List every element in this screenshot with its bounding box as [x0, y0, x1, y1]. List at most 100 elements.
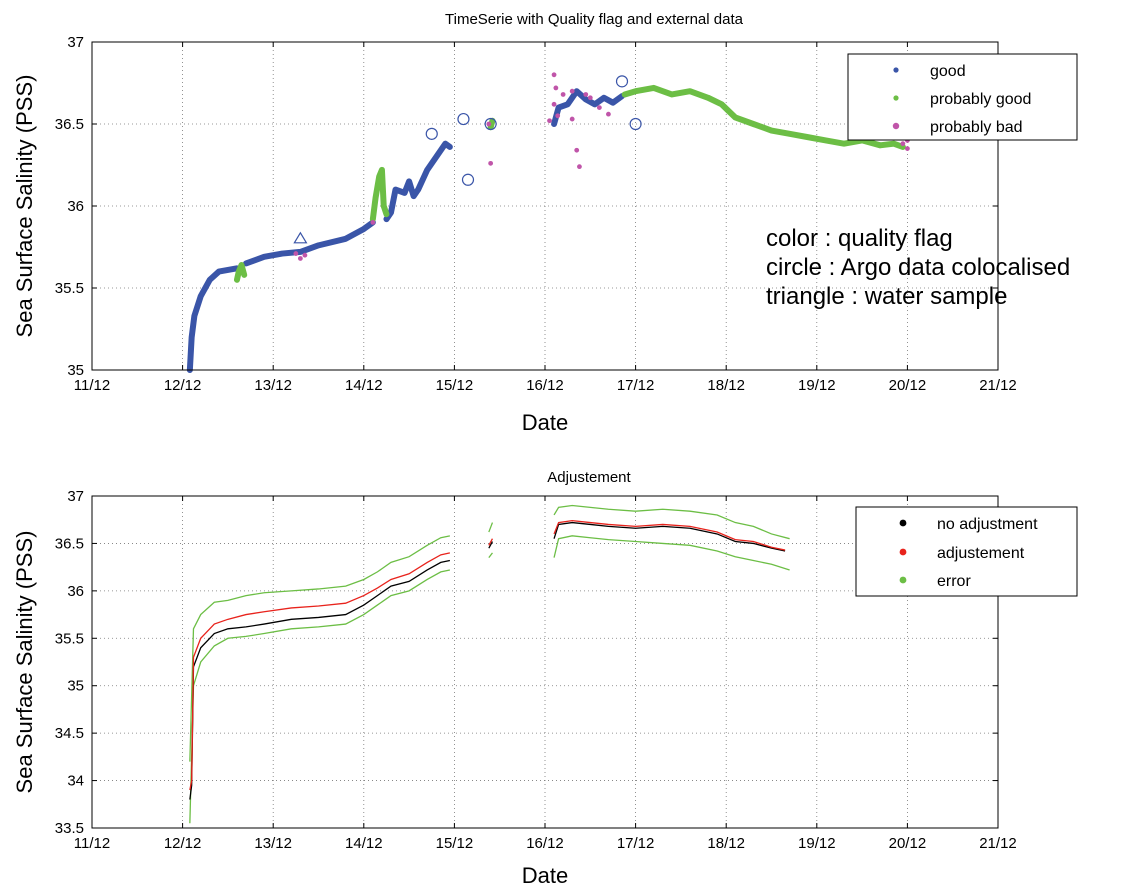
- series-probably-bad-point: [900, 141, 906, 147]
- series-probably-bad-point: [551, 101, 557, 107]
- series-probably-bad-point: [569, 116, 575, 122]
- annotation-block: color : quality flag circle : Argo data …: [766, 225, 1070, 310]
- legend-marker-adjustement: [899, 548, 907, 556]
- series-error-upper-line: [488, 522, 494, 533]
- series-probably-bad-point: [555, 113, 561, 119]
- legend-label: adjustement: [937, 545, 1025, 562]
- x-tick-label: 20/12: [889, 835, 927, 852]
- y-tick-label: 36.5: [55, 116, 84, 133]
- x-tick-label: 16/12: [526, 377, 564, 394]
- series-error-lower-line: [189, 569, 451, 824]
- series-no-adjustment-line: [189, 559, 451, 800]
- series-probably-bad-point: [596, 105, 602, 110]
- y-tick-label: 35: [67, 678, 84, 695]
- legend-label: no adjustment: [937, 516, 1038, 533]
- series-good-trace: [551, 88, 626, 127]
- series-probably-bad-point: [547, 118, 552, 124]
- water-sample-triangle-marker: [293, 231, 308, 244]
- y-axis-title: Sea Surface Salinity (PSS): [12, 75, 37, 338]
- series-no-adjustment-line: [553, 521, 786, 552]
- annotation-line: circle : Argo data colocalised: [766, 254, 1070, 281]
- y-tick-label: 33.5: [55, 820, 84, 837]
- legend-marker-error: [899, 576, 907, 584]
- series-probably-good-trace: [487, 117, 496, 131]
- series-no-adjustment-line: [488, 541, 494, 549]
- series-probably-bad-point: [551, 72, 557, 78]
- legend-marker-no-adjustment: [899, 519, 907, 527]
- legend-label: error: [937, 573, 971, 590]
- x-tick-label: 15/12: [436, 377, 474, 394]
- x-tick-label: 12/12: [164, 377, 202, 394]
- series-probably-bad-point: [486, 121, 492, 127]
- legend-label: probably good: [930, 91, 1031, 108]
- series-probably-good-trace: [233, 262, 248, 283]
- chart-adjustment: Adjustement 11/12 12/12 13/12 14/12 15/12 16/…: [12, 469, 1078, 888]
- y-tick-label: 37: [67, 488, 84, 505]
- annotation-line: color : quality flag: [766, 225, 953, 252]
- legend-label: probably bad: [930, 119, 1023, 136]
- argo-circle-marker: [425, 127, 438, 140]
- x-axis-title: Date: [522, 410, 568, 435]
- y-tick-label: 35.5: [55, 630, 84, 647]
- series-adjustement-line: [488, 538, 494, 546]
- legend-label: good: [930, 63, 966, 80]
- series-good-trace: [243, 219, 376, 267]
- x-tick-label: 11/12: [74, 835, 110, 852]
- chart-quality-flag: TimeSerie with Quality flag and external…: [12, 11, 1078, 435]
- x-tick-label: 15/12: [436, 835, 474, 852]
- series-probably-bad-point: [370, 220, 376, 225]
- x-tick-label: 19/12: [798, 377, 836, 394]
- argo-circle-marker: [629, 117, 642, 131]
- argo-circle-marker: [461, 173, 475, 186]
- x-tick-label: 18/12: [707, 377, 745, 394]
- series-adjustement-line: [553, 520, 786, 551]
- series-probably-good-trace: [621, 84, 906, 150]
- x-tick-label: 13/12: [254, 835, 292, 852]
- legend-box: [855, 506, 1078, 597]
- x-tick-label: 14/12: [345, 377, 383, 394]
- x-tick-label: 13/12: [254, 377, 292, 394]
- series-error-upper-line: [553, 504, 790, 540]
- series-probably-bad-point: [560, 92, 566, 97]
- legend: good probably good probably bad: [847, 53, 1078, 141]
- series-probably-bad-point: [577, 164, 582, 170]
- series-probably-bad-point: [569, 88, 575, 94]
- chart-title: TimeSerie with Quality flag and external…: [445, 11, 744, 28]
- y-tick-label: 36: [67, 583, 84, 600]
- series-probably-bad-point: [905, 146, 910, 152]
- x-tick-label: 16/12: [526, 835, 564, 852]
- y-axis-title: Sea Surface Salinity (PSS): [12, 531, 37, 794]
- y-tick-label: 36: [67, 198, 84, 215]
- series-adjustement-line: [189, 552, 451, 791]
- argo-circle-marker: [484, 117, 497, 131]
- x-tick-label: 19/12: [798, 835, 836, 852]
- x-tick-label: 20/12: [889, 377, 927, 394]
- series-probably-bad-point: [488, 160, 494, 166]
- series-probably-bad-point: [574, 147, 580, 153]
- series-probably-bad-point: [606, 111, 611, 117]
- x-tick-label: 12/12: [164, 835, 202, 852]
- chart-title: Adjustement: [547, 469, 631, 486]
- argo-circle-marker: [457, 112, 470, 126]
- series-error-upper-line: [189, 535, 451, 762]
- x-tick-label: 17/12: [617, 835, 655, 852]
- series-probably-bad-point: [583, 92, 589, 97]
- series-good-trace: [186, 265, 240, 373]
- annotation-line: triangle : water sample: [766, 283, 1007, 310]
- argo-circle-marker: [615, 75, 629, 88]
- series-probably-bad-point: [297, 256, 303, 261]
- y-tick-label: 36.5: [55, 535, 84, 552]
- y-tick-label: 35.5: [55, 280, 84, 297]
- series-probably-bad-point: [587, 95, 593, 101]
- legend-box: [847, 53, 1078, 141]
- series-good-trace: [383, 140, 453, 223]
- legend-marker-probably-bad: [892, 122, 900, 130]
- series-error-lower-line: [553, 535, 790, 571]
- x-tick-label: 18/12: [707, 835, 745, 852]
- y-tick-label: 34: [67, 773, 84, 790]
- x-tick-label: 21/12: [979, 377, 1017, 394]
- y-tick-label: 37: [67, 34, 84, 51]
- legend-marker-good: [893, 67, 899, 73]
